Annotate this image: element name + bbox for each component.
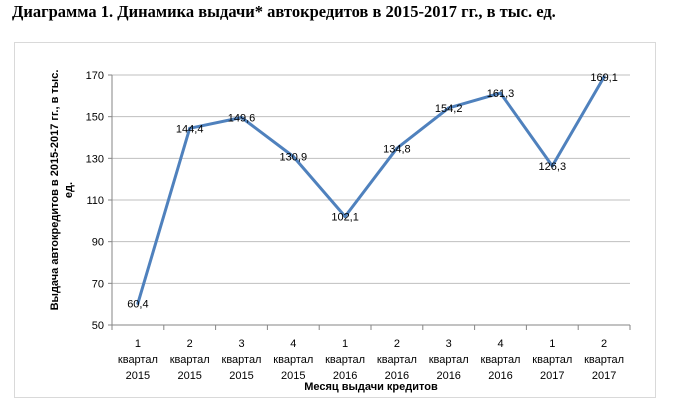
y-tick-label-170: 170 xyxy=(86,70,104,82)
data-point-0 xyxy=(136,301,140,305)
x-tick-label-8: 1 квартал 2017 xyxy=(532,338,572,382)
x-tick-label-line: 4 xyxy=(290,338,296,350)
data-point-9 xyxy=(602,75,606,79)
x-tick-label-line: квартал xyxy=(532,354,572,366)
x-tick-label-line: квартал xyxy=(222,354,262,366)
data-label-4: 102,1 xyxy=(331,211,359,223)
x-tick-label-line: 2016 xyxy=(385,370,409,382)
data-label-7: 161,3 xyxy=(487,88,515,100)
series-layer xyxy=(136,75,606,305)
x-tick-label-line: 2 xyxy=(394,338,400,350)
x-tick-label-line: 2016 xyxy=(436,370,460,382)
gridlines xyxy=(112,74,630,284)
x-tick-label-line: 2015 xyxy=(281,370,305,382)
x-tick-label-line: 2017 xyxy=(540,370,564,382)
x-tick-label-line: квартал xyxy=(429,354,469,366)
x-tick-label-2: 3 квартал 2015 xyxy=(222,338,262,382)
x-tick-label-4: 1 квартал 2016 xyxy=(325,338,365,382)
y-tick-label-50: 50 xyxy=(92,320,104,332)
x-tick-label-6: 3 квартал 2016 xyxy=(429,338,469,382)
data-point-4 xyxy=(343,214,347,218)
data-label-9: 169,1 xyxy=(590,72,618,84)
y-axis-title: Выдача автокредитов в 2015-2017 гг., в т… xyxy=(49,70,75,311)
x-tick-label-3: 4 квартал 2015 xyxy=(273,338,313,382)
x-tick-label-line: квартал xyxy=(481,354,521,366)
data-labels: 60,4 144,4 149,6 130,9 102,1 134,8 154,2 161,3 1… xyxy=(127,72,618,310)
x-tick-label-line: 1 xyxy=(342,338,348,350)
data-point-8 xyxy=(550,164,554,168)
x-tick-label-line: квартал xyxy=(584,354,624,366)
y-tick-labels: 50 70 90 110 130 150 170 xyxy=(86,70,104,332)
y-tick-label-150: 150 xyxy=(86,112,104,124)
data-label-2: 149,6 xyxy=(228,113,256,125)
data-point-2 xyxy=(240,116,243,119)
y-axis-title-text: Выдача автокредитов в 2015-2017 гг., в т… xyxy=(49,70,75,311)
y-tick-label-130: 130 xyxy=(86,153,104,165)
data-label-6: 154,2 xyxy=(435,103,463,115)
x-tick-label-9: 2 квартал 2017 xyxy=(584,338,624,382)
x-tick-label-line: 2 xyxy=(601,338,607,350)
x-tick-label-line: 4 xyxy=(497,338,503,350)
x-tick-label-5: 2 квартал 2016 xyxy=(377,338,417,382)
x-tick-label-line: квартал xyxy=(377,354,417,366)
chart-frame xyxy=(14,42,656,398)
y-axis-title-line: ед. xyxy=(63,182,75,198)
axes xyxy=(108,74,631,330)
page-title: Диаграмма 1. Динамика выдачи* автокредит… xyxy=(12,2,556,21)
x-tick-labels: 1 квартал 2015 2 квартал 2015 3 квартал 2015 4 ква… xyxy=(118,338,624,382)
y-axis-title-line: Выдача автокредитов в 2015-2017 гг., в т… xyxy=(49,70,61,311)
x-tick-label-line: 2016 xyxy=(333,370,357,382)
data-point-5 xyxy=(395,146,399,150)
x-tick-label-line: 1 xyxy=(549,338,555,350)
x-tick-label-0: 1 квартал 2015 xyxy=(118,338,158,382)
x-tick-label-line: 2 xyxy=(187,338,193,350)
x-tick-label-line: 2016 xyxy=(488,370,512,382)
data-label-1: 144,4 xyxy=(176,123,204,135)
x-tick-label-line: 2015 xyxy=(229,370,253,382)
data-point-6 xyxy=(447,106,451,110)
data-point-3 xyxy=(291,154,295,158)
data-label-5: 134,8 xyxy=(383,143,411,155)
y-tick-label-110: 110 xyxy=(86,195,104,207)
x-tick-label-line: 2015 xyxy=(126,370,150,382)
data-label-0: 60,4 xyxy=(127,298,148,310)
x-tick-label-line: квартал xyxy=(170,354,210,366)
x-tick-label-line: квартал xyxy=(325,354,365,366)
data-point-1 xyxy=(188,126,192,130)
x-tick-label-line: 1 xyxy=(135,338,141,350)
x-tick-label-7: 4 квартал 2016 xyxy=(481,338,521,382)
x-tick-label-line: 3 xyxy=(238,338,244,350)
series-line xyxy=(136,75,606,305)
x-tick-label-line: квартал xyxy=(273,354,313,366)
x-axis-title: Месяц выдачи кредитов xyxy=(304,381,438,393)
x-tick-label-line: 2015 xyxy=(177,370,201,382)
x-tick-label-line: квартал xyxy=(118,354,158,366)
x-tick-label-line: 3 xyxy=(446,338,452,350)
y-tick-label-70: 70 xyxy=(92,278,104,290)
data-label-3: 130,9 xyxy=(280,151,308,163)
y-tick-label-90: 90 xyxy=(92,237,104,249)
data-point-7 xyxy=(499,91,502,95)
data-label-8: 126,3 xyxy=(539,161,567,173)
x-tick-label-1: 2 квартал 2015 xyxy=(170,338,210,382)
x-tick-label-line: 2017 xyxy=(592,370,616,382)
